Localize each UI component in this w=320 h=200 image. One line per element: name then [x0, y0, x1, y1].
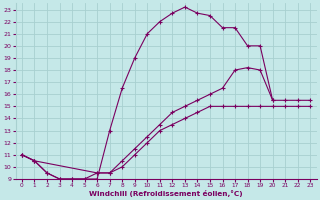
X-axis label: Windchill (Refroidissement éolien,°C): Windchill (Refroidissement éolien,°C)	[89, 190, 243, 197]
